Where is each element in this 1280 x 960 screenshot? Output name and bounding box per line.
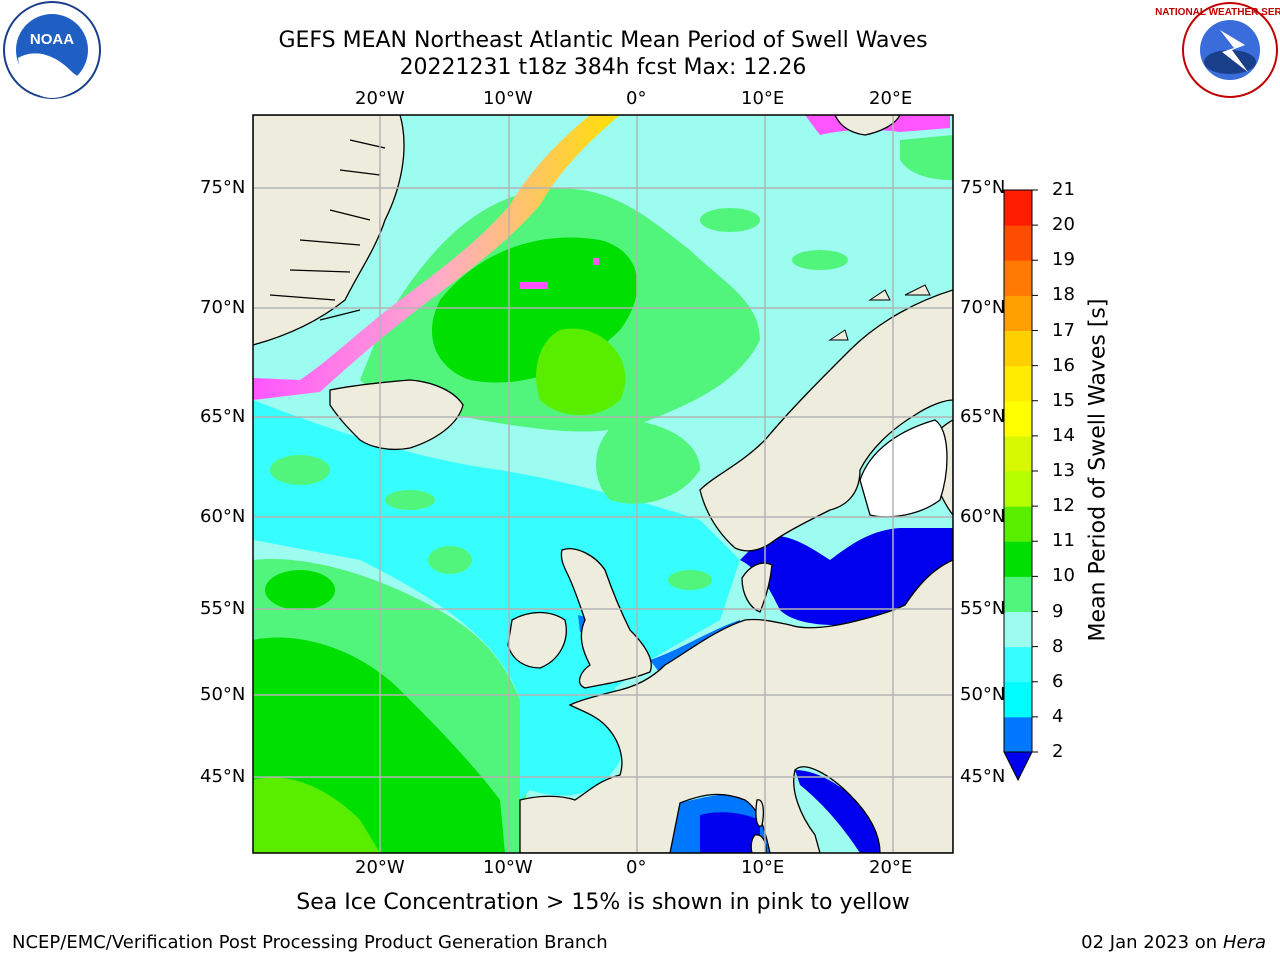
lat-label-right: 50°N xyxy=(960,684,1006,705)
lat-label-left: 45°N xyxy=(200,766,246,787)
footer-host: Hera xyxy=(1222,932,1266,953)
graticule xyxy=(253,115,953,853)
lon-label-top: 10°W xyxy=(483,88,533,109)
lon-label-top: 10°E xyxy=(741,88,785,109)
colorbar-tick-label: 4 xyxy=(1052,705,1064,727)
noaa-logo: NOAA xyxy=(3,1,101,99)
lat-label-left: 55°N xyxy=(200,598,246,619)
colorbar-tick-label: 13 xyxy=(1052,460,1075,481)
lat-label-left: 70°N xyxy=(200,297,246,318)
colorbar-tick-label: 15 xyxy=(1052,389,1075,411)
ireland xyxy=(507,611,567,669)
lon-label-bottom: 10°E xyxy=(741,857,785,878)
colorbar-segment xyxy=(1004,576,1032,612)
greenland xyxy=(253,115,405,346)
land-masses xyxy=(253,115,953,853)
colorbar-tick-label: 16 xyxy=(1052,354,1075,376)
colorbar-tick-label: 10 xyxy=(1052,565,1075,587)
chart-subtitle: 20221231 t18z 384h fcst Max: 12.26 xyxy=(399,55,807,80)
lon-label-bottom: 10°W xyxy=(483,857,533,878)
colorbar-segment xyxy=(1004,190,1032,226)
sea-ice-edge xyxy=(253,115,620,400)
lat-label-right: 75°N xyxy=(960,177,1006,198)
lat-label-right: 45°N xyxy=(960,766,1006,787)
greenland-coast-detail xyxy=(269,139,386,321)
colorbar-tick-label: 11 xyxy=(1052,530,1075,552)
lat-label-right: 70°N xyxy=(960,297,1006,318)
colorbar-tick-label: 17 xyxy=(1052,319,1075,341)
colorbar-extend-arrow xyxy=(1003,751,1033,782)
colorbar xyxy=(1003,189,1038,782)
colorbar-segment xyxy=(1004,225,1032,261)
colorbar-segment xyxy=(1004,506,1032,542)
map-area xyxy=(253,115,953,853)
continental-europe xyxy=(519,528,953,853)
colorbar-segment xyxy=(1004,365,1032,402)
colorbar-segment xyxy=(1004,260,1032,296)
colorbar-segment xyxy=(1004,611,1032,648)
lon-label-top: 20°W xyxy=(355,88,405,109)
norway-islands xyxy=(828,284,931,341)
gulf-of-bothnia xyxy=(859,419,948,518)
nws-logo: NATIONAL WEATHER SERVICE xyxy=(1155,2,1280,98)
iceland xyxy=(329,379,464,451)
sea-ice-note: Sea Ice Concentration > 15% is shown in … xyxy=(296,890,910,915)
colorbar-tick-label: 8 xyxy=(1052,635,1064,657)
map-frame xyxy=(252,114,954,854)
lon-label-bottom: 20°W xyxy=(355,857,405,878)
colorbar-tick-label: 2 xyxy=(1052,741,1064,762)
colorbar-tick-label: 21 xyxy=(1052,179,1075,200)
lat-label-left: 75°N xyxy=(200,177,246,198)
colorbar-tick-label: 14 xyxy=(1052,424,1075,446)
noaa-logo-text: NOAA xyxy=(30,31,74,48)
colorbar-tick-label: 6 xyxy=(1052,670,1064,692)
colorbar-title: Mean Period of Swell Waves [s] xyxy=(1085,298,1111,642)
great-britain xyxy=(560,548,652,689)
lat-label-left: 60°N xyxy=(200,506,246,527)
lat-label-right: 60°N xyxy=(960,506,1006,527)
footer-credit: NCEP/EMC/Verification Post Processing Pr… xyxy=(12,932,608,953)
lat-label-right: 65°N xyxy=(960,406,1006,427)
colorbar-tick-label: 18 xyxy=(1052,284,1075,306)
lon-label-top: 20°E xyxy=(869,88,913,109)
lon-label-bottom: 20°E xyxy=(869,857,913,878)
chart-title: GEFS MEAN Northeast Atlantic Mean Period… xyxy=(278,28,928,53)
colorbar-segment xyxy=(1004,330,1032,367)
colorbar-segment xyxy=(1004,471,1032,507)
lat-label-right: 55°N xyxy=(960,598,1006,619)
nws-logo-ring-text: NATIONAL WEATHER SERVICE xyxy=(1155,7,1280,18)
lat-label-left: 50°N xyxy=(200,684,246,705)
lat-label-left: 65°N xyxy=(200,406,246,427)
footer-date-text: 02 Jan 2023 on xyxy=(1081,932,1218,953)
colorbar-segment xyxy=(1004,435,1032,472)
colorbar-segment xyxy=(1004,681,1032,718)
lon-label-top: 0° xyxy=(626,88,647,109)
colorbar-tick-label: 12 xyxy=(1052,495,1075,517)
swell-period-field xyxy=(253,135,953,853)
colorbar-segment xyxy=(1004,541,1032,577)
colorbar-tick-label: 9 xyxy=(1052,600,1064,622)
colorbar-segment xyxy=(1004,646,1032,683)
colorbar-segment xyxy=(1004,400,1032,437)
footer-date: 02 Jan 2023 on Hera xyxy=(1081,932,1266,953)
colorbar-tick-label: 20 xyxy=(1052,214,1075,236)
colorbar-segment xyxy=(1004,295,1032,331)
colorbar-segment xyxy=(1004,716,1032,753)
scandinavia xyxy=(699,289,953,552)
colorbar-tick-label: 19 xyxy=(1052,249,1075,271)
lon-label-bottom: 0° xyxy=(626,857,647,878)
